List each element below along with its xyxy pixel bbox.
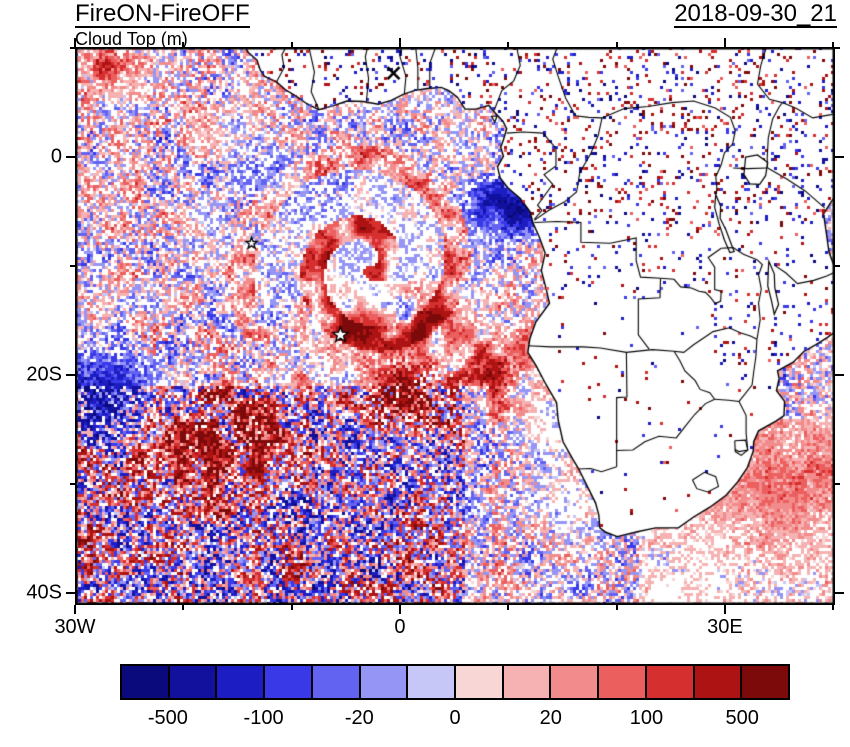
tick-mark — [398, 605, 401, 614]
y-tick-label: 20S — [26, 363, 62, 386]
colorbar-cell — [740, 666, 789, 698]
plot-date: 2018-09-30_21 — [674, 0, 837, 28]
colorbar-tick-label: -20 — [344, 707, 374, 729]
x-tick-label: 0 — [394, 616, 406, 638]
tick-mark — [290, 605, 293, 610]
colorbar-tick-label: 20 — [539, 707, 562, 729]
tick-mark — [70, 265, 75, 268]
title-block: FireON-FireOFF Cloud Top (m) — [75, 1, 250, 49]
colorbar-cell — [692, 666, 741, 698]
tick-mark — [835, 47, 840, 50]
tick-mark — [835, 265, 840, 268]
colorbar-cell — [644, 666, 693, 698]
tick-mark — [182, 605, 185, 610]
tick-mark — [723, 605, 726, 614]
y-tick-label: 0 — [50, 145, 62, 168]
colorbar-cell — [167, 666, 216, 698]
colorbar-cell — [310, 666, 359, 698]
colorbar-cell — [215, 666, 264, 698]
tick-mark — [182, 42, 185, 47]
tick-mark — [74, 38, 76, 47]
colorbar-tick-label: 100 — [629, 707, 664, 729]
tick-mark — [66, 592, 75, 595]
tick-mark — [507, 605, 510, 610]
tick-mark — [66, 156, 75, 159]
colorbar-tick-label: 500 — [725, 707, 759, 729]
x-tick-label: 30E — [707, 616, 743, 638]
colorbar-cell — [263, 666, 311, 698]
tick-mark — [835, 156, 844, 159]
tick-mark — [290, 42, 293, 47]
tick-mark — [507, 42, 510, 47]
colorbar-cell — [122, 666, 168, 698]
y-tick-label: 40S — [26, 581, 62, 604]
tick-mark — [74, 605, 76, 614]
colorbar-cell — [549, 666, 598, 698]
tick-mark — [835, 374, 844, 377]
colorbar-cell — [501, 666, 550, 698]
plot-title: FireON-FireOFF — [75, 0, 250, 28]
map-plot — [75, 47, 835, 605]
tick-mark — [835, 592, 844, 595]
tick-mark — [70, 47, 75, 50]
tick-mark — [398, 38, 401, 47]
tick-mark — [615, 42, 618, 47]
colorbar-tick-label: -100 — [243, 707, 284, 729]
colorbar-cell — [406, 666, 455, 698]
colorbar-cell — [454, 666, 502, 698]
colorbar — [120, 664, 790, 700]
tick-mark — [832, 605, 835, 610]
colorbar-cell — [358, 666, 407, 698]
colorbar-tick-label: 0 — [449, 707, 461, 729]
tick-mark — [66, 374, 75, 377]
tick-mark — [723, 38, 726, 47]
tick-mark — [615, 605, 618, 610]
x-tick-label: 30W — [54, 616, 96, 638]
tick-mark — [835, 483, 840, 486]
colorbar-cell — [597, 666, 645, 698]
colorbar-tick-label: -500 — [147, 707, 188, 729]
tick-mark — [70, 483, 75, 486]
plot-subtitle: Cloud Top (m) — [75, 29, 188, 49]
tick-mark — [832, 42, 835, 47]
